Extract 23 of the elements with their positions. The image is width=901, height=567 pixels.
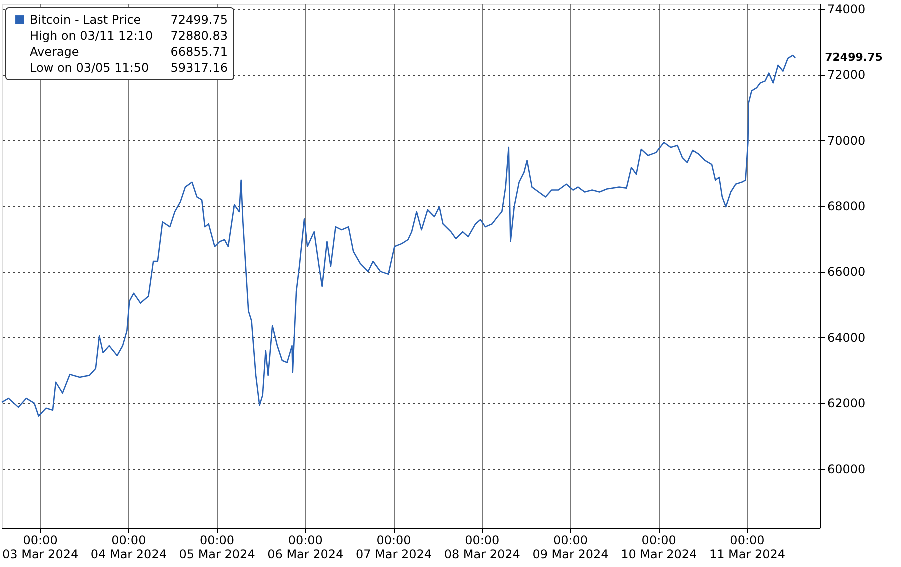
- y-tick-label: 68000: [828, 200, 866, 214]
- y-tick-label: 62000: [828, 396, 866, 411]
- text: High on 03/11 12:10 72880.83: [30, 29, 228, 43]
- legend-label: Bitcoin - Last Price: [30, 13, 142, 27]
- x-tick-label: 00:00 03 Mar 2024: [2, 534, 79, 562]
- x-tick-label: 00:00 06 Mar 2024: [268, 534, 344, 562]
- y-tick-label: 72000: [828, 68, 866, 82]
- x-tick-label: 00:00 07 Mar 2024: [356, 534, 432, 562]
- x-tick-label: 00:00 10 Mar 2024: [621, 534, 698, 562]
- annotation: 72499.75: [170, 13, 228, 27]
- y-tick-label: 74000: [828, 2, 866, 16]
- text: 72499.75: [825, 51, 883, 64]
- y-tick-label: 70000: [828, 134, 866, 148]
- text: Average 66855.71: [30, 45, 228, 59]
- text: Low on 03/05 11:50 59317.16: [30, 61, 228, 75]
- x-tick-label: 00:00 04 Mar 2024: [90, 534, 167, 562]
- x-tick-label: 00:00 11 Mar 2024: [709, 534, 786, 562]
- y-tick-label: 66000: [828, 265, 866, 280]
- x-tick-label: 00:00 08 Mar 2024: [444, 534, 520, 562]
- x-tick-label: 00:00 05 Mar 2024: [179, 534, 256, 562]
- x-tick-label: 00:00 09 Mar 2024: [532, 534, 609, 562]
- y-tick-label: 60000: [828, 462, 866, 476]
- y-tick-label: 64000: [828, 330, 866, 345]
